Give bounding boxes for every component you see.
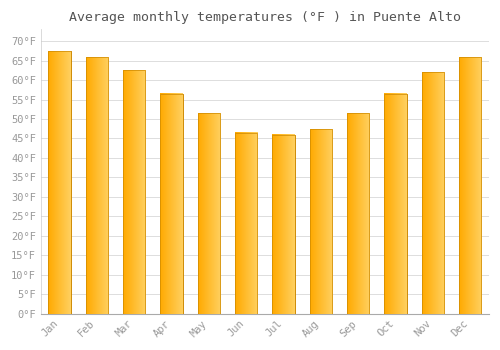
Bar [198,113,220,314]
Bar [160,94,183,314]
Bar [48,51,71,314]
Bar [272,135,295,314]
Bar [422,72,444,314]
Bar [86,57,108,314]
Bar [160,94,183,314]
Bar [198,113,220,314]
Bar [48,51,71,314]
Bar [123,70,146,314]
Title: Average monthly temperatures (°F ) in Puente Alto: Average monthly temperatures (°F ) in Pu… [69,11,461,24]
Bar [310,129,332,314]
Bar [123,70,146,314]
Bar [86,57,108,314]
Bar [422,72,444,314]
Bar [347,113,370,314]
Bar [310,129,332,314]
Bar [235,133,258,314]
Bar [272,135,295,314]
Bar [459,57,481,314]
Bar [347,113,370,314]
Bar [384,94,407,314]
Bar [235,133,258,314]
Bar [384,94,407,314]
Bar [459,57,481,314]
